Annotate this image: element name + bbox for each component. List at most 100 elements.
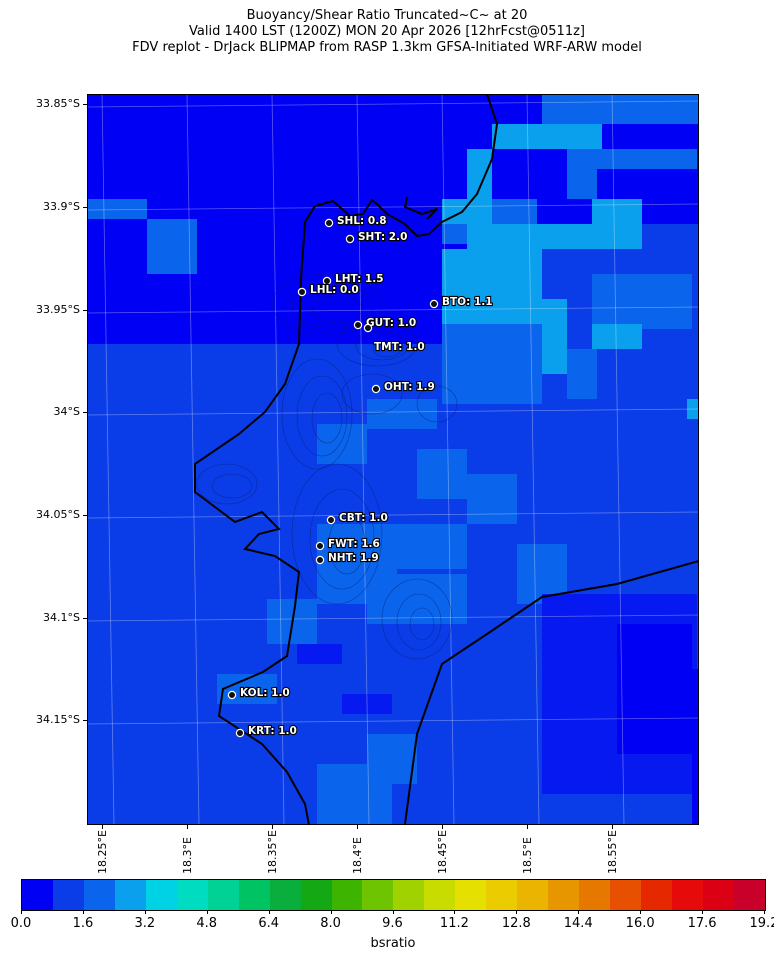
lat-tick — [83, 618, 87, 619]
station-dot[interactable] — [371, 384, 381, 394]
lat-tick — [83, 207, 87, 208]
colorbar-tick-label: 8.0 — [320, 916, 341, 931]
station-label: KRT: 1.0 — [248, 725, 297, 737]
lon-tick — [272, 825, 273, 829]
colorbar-swatch — [83, 880, 115, 910]
colorbar-tick-label: 11.2 — [439, 916, 469, 931]
station-dot[interactable] — [297, 287, 307, 297]
colorbar-swatch — [362, 880, 394, 910]
colorbar-tick — [578, 910, 580, 914]
lat-tick — [83, 412, 87, 413]
graticule — [87, 94, 699, 825]
station-oht[interactable]: OHT: 1.9 — [371, 380, 436, 394]
colorbar-tick-label: 9.6 — [382, 916, 403, 931]
lat-label: 33.85°S — [36, 97, 80, 110]
station-dot[interactable] — [235, 728, 245, 738]
station-dot[interactable] — [315, 541, 325, 551]
station-cbt[interactable]: CBT: 1.0 — [326, 511, 389, 525]
colorbar-swatch — [238, 880, 270, 910]
colorbar-tick — [21, 910, 22, 914]
colorbar-label: bsratio — [370, 936, 416, 951]
station-label: TMT: 1.0 — [374, 341, 425, 353]
lat-tick — [83, 720, 87, 721]
station-dot[interactable] — [315, 555, 325, 565]
colorbar-swatch — [517, 880, 549, 910]
colorbar-swatch — [331, 880, 363, 910]
colorbar-tick-label: 0.0 — [10, 916, 32, 931]
colorbar-tick — [82, 910, 84, 914]
lat-label: 34°S — [53, 405, 80, 418]
lat-tick — [83, 310, 87, 311]
colorbar-tick — [206, 910, 208, 914]
station-dot[interactable] — [324, 218, 334, 228]
colorbar-swatch — [269, 880, 301, 910]
colorbar-tick-label: 16.0 — [625, 916, 655, 931]
lon-label: 18.5°E — [521, 837, 534, 874]
colorbar-swatch — [733, 880, 765, 910]
station-lht[interactable]: LHT: 1.5 — [322, 272, 385, 286]
lat-tick — [83, 104, 87, 105]
colorbar-tick-label: 14.4 — [563, 916, 593, 931]
lat-label: 33.95°S — [36, 303, 80, 316]
lon-tick — [612, 825, 613, 829]
colorbar-tick — [330, 910, 332, 914]
colorbar-tick — [144, 910, 146, 914]
station-shl[interactable]: SHL: 0.8 — [324, 214, 388, 228]
station-gut[interactable]: GUT: 1.0 — [353, 316, 417, 330]
station-dot[interactable] — [363, 323, 373, 333]
station-label: SHT: 2.0 — [358, 231, 407, 243]
lon-tick — [187, 825, 188, 829]
station-dot[interactable] — [345, 234, 355, 244]
coastline — [194, 94, 699, 825]
lat-label: 33.9°S — [43, 200, 80, 213]
lat-label: 34.05°S — [36, 508, 80, 521]
lon-label: 18.35°E — [266, 830, 279, 874]
lon-tick — [442, 825, 443, 829]
lon-label: 18.45°E — [436, 830, 449, 874]
colorbar-tick — [392, 910, 394, 914]
map-valid-time: Valid 1400 LST (1200Z) MON 20 Apr 2026 [… — [189, 24, 585, 39]
station-dot[interactable] — [227, 690, 237, 700]
colorbar-tick-label: 17.6 — [687, 916, 717, 931]
colorbar-swatch — [207, 880, 239, 910]
map-source: FDV replot - DrJack BLIPMAP from RASP 1.… — [132, 40, 642, 55]
colorbar-swatch — [300, 880, 332, 910]
colorbar-swatch — [145, 880, 177, 910]
lat-label: 34.15°S — [36, 713, 80, 726]
colorbar-tick — [764, 910, 765, 914]
lon-label: 18.4°E — [351, 837, 364, 874]
station-dot[interactable] — [429, 299, 439, 309]
colorbar-swatch — [455, 880, 487, 910]
map-panel[interactable]: SHL: 0.8 SHT: 2.0 LHT: 1.5 LHL: 0.0 BTO: 1.1… — [87, 94, 699, 825]
station-kol[interactable]: KOL: 1.0 — [227, 686, 291, 700]
colorbar-tick-label: 1.6 — [72, 916, 94, 931]
colorbar-swatch — [579, 880, 611, 910]
colorbar-swatch — [424, 880, 456, 910]
station-fwt[interactable]: FWT: 1.6 — [315, 537, 381, 551]
station-dot[interactable] — [353, 320, 363, 330]
station-krt[interactable]: KRT: 1.0 — [235, 724, 298, 738]
station-sht[interactable]: SHT: 2.0 — [345, 230, 409, 244]
lat-tick — [83, 515, 87, 516]
colorbar-swatch — [548, 880, 580, 910]
colorbar-tick — [454, 910, 456, 914]
colorbar-tick-label: 12.8 — [501, 916, 531, 931]
station-nht[interactable]: NHT: 1.9 — [315, 551, 380, 565]
colorbar-tick-label: 3.2 — [134, 916, 156, 931]
station-lhl[interactable]: LHL: 0.0 — [297, 283, 360, 297]
terrain-contours — [196, 273, 458, 660]
station-dot[interactable] — [322, 276, 332, 286]
station-dot[interactable] — [326, 515, 336, 525]
station-label: SHL: 0.8 — [337, 215, 387, 227]
lon-label: 18.3°E — [181, 837, 194, 874]
station-tmt[interactable]: TMT: 1.0 — [363, 323, 426, 354]
data-cells — [87, 94, 699, 825]
station-bto[interactable]: BTO: 1.1 — [429, 295, 494, 309]
colorbar-tick — [268, 910, 270, 914]
station-label: OHT: 1.9 — [384, 381, 435, 393]
colorbar — [21, 879, 766, 911]
colorbar-tick — [640, 910, 642, 914]
colorbar-swatch — [22, 880, 53, 910]
